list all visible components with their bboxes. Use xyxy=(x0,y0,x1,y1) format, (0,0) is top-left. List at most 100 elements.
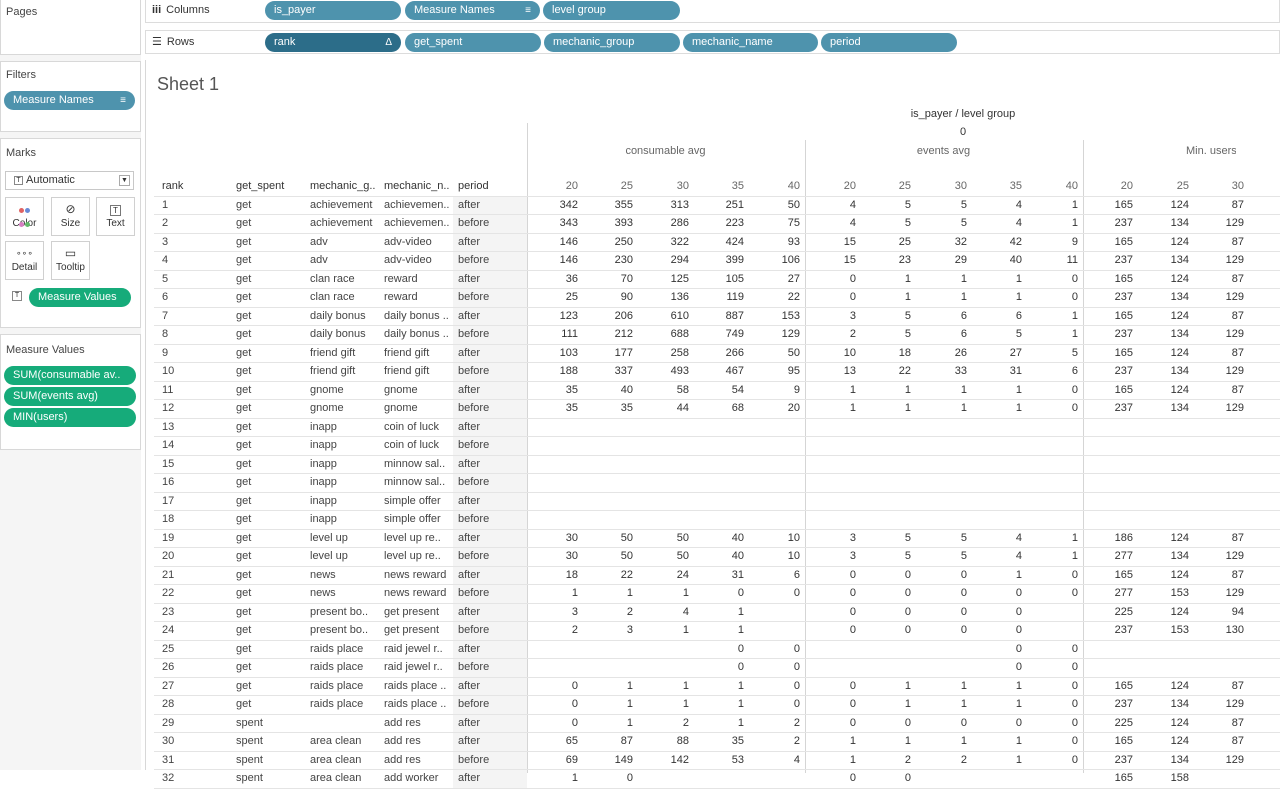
text-button[interactable]: T Text xyxy=(96,197,135,236)
row-header-rank[interactable]: rank xyxy=(162,180,184,192)
value-cell: 0 xyxy=(904,716,911,729)
row-divider xyxy=(154,343,1280,345)
table-row[interactable]: 6 get clan race reward before 25 90 136 119 22 0 1 1… xyxy=(146,288,1280,307)
table-row[interactable]: 2 get achievement achievemen.. before 343 393 2… xyxy=(146,214,1280,233)
table-row[interactable]: 28 get raids place raids place .. before 0 1 1 1… xyxy=(146,695,1280,714)
column-pill-level-group[interactable]: level group xyxy=(543,1,680,20)
table-row[interactable]: 13 get inapp coin of luck after xyxy=(146,418,1280,437)
row-header-period[interactable]: period xyxy=(458,180,489,192)
value-cell: 129 xyxy=(781,328,800,340)
value-cell: 2 xyxy=(793,716,800,729)
table-row[interactable]: 9 get friend gift friend gift after 103 177 258… xyxy=(146,344,1280,363)
period-cell: after xyxy=(458,346,481,359)
measure-pill-users[interactable]: MIN(users) xyxy=(4,408,136,427)
pane-divider xyxy=(1083,140,1084,773)
table-row[interactable]: 29 spent add res after 0 1 2 1 2 0 0 0 0 0 225 124 87 xyxy=(146,714,1280,733)
value-cell: 237 xyxy=(1114,365,1133,377)
value-cell: 88 xyxy=(676,735,689,747)
table-row[interactable]: 32 spent area clean add worker after 1 0 0 0 165 1… xyxy=(146,769,1280,788)
table-row[interactable]: 7 get daily bonus daily bonus .. after 123 206… xyxy=(146,307,1280,326)
table-row[interactable]: 20 get level up level up re.. before 30 50 50 40… xyxy=(146,547,1280,566)
table-row[interactable]: 14 get inapp coin of luck before xyxy=(146,436,1280,455)
value-cell: 124 xyxy=(1170,309,1189,322)
rank-cell: 3 xyxy=(162,235,169,248)
table-row[interactable]: 23 get present bo.. get present after 3 2 4 1 0 0 0… xyxy=(146,603,1280,622)
value-cell: 134 xyxy=(1170,254,1189,266)
value-cell: 6 xyxy=(793,568,800,581)
table-row[interactable]: 19 get level up level up re.. after 30 50 50 40 1… xyxy=(146,529,1280,548)
pages-card[interactable]: Pages xyxy=(0,0,141,55)
tooltip-button[interactable]: ▭ Tooltip xyxy=(51,241,90,280)
value-cell: 6 xyxy=(1015,309,1022,322)
period-cell: before xyxy=(458,365,490,377)
table-row[interactable]: 11 get gnome gnome after 35 40 58 54 9 1 1 1 1 0 165 124… xyxy=(146,381,1280,400)
rows-shelf[interactable]: ☰ Rows rank Δ get_spent mechanic_group me… xyxy=(145,30,1280,54)
measure-values-pill[interactable]: Measure Values xyxy=(29,288,131,307)
table-row[interactable]: 16 get inapp minnow sal.. before xyxy=(146,473,1280,492)
mechanic-group-cell: level up xyxy=(310,531,348,544)
value-cell: 90 xyxy=(620,291,633,303)
size-button[interactable]: ⊘ Size xyxy=(51,197,90,236)
row-pill-period[interactable]: period xyxy=(821,33,957,52)
table-row[interactable]: 27 get raids place raids place .. after 0 1 1 1 0… xyxy=(146,677,1280,696)
table-row[interactable]: 4 get adv adv-video before 146 230 294 399 106 15 2… xyxy=(146,251,1280,270)
get-spent-cell: get xyxy=(236,513,252,525)
row-header-mechanic-group[interactable]: mechanic_g.. xyxy=(310,180,376,192)
detail-button[interactable]: ∘∘∘ Detail xyxy=(5,241,44,280)
measure-pill-events[interactable]: SUM(events avg) xyxy=(4,387,136,406)
measure-pill-consumable[interactable]: SUM(consumable av.. xyxy=(4,366,136,385)
period-cell: before xyxy=(458,254,490,266)
mechanic-group-cell: news xyxy=(310,568,336,581)
worksheet-view[interactable]: Sheet 1 is_payer / level group 0 consuma… xyxy=(145,60,1280,789)
period-cell: after xyxy=(458,198,481,211)
table-row[interactable]: 21 get news news reward after 18 22 24 31 6 0 0 0 1 0 1… xyxy=(146,566,1280,585)
table-row[interactable]: 8 get daily bonus daily bonus .. before 111 21… xyxy=(146,325,1280,344)
filters-card[interactable]: Filters Measure Names ≡ xyxy=(0,61,141,132)
column-pill-measure-names[interactable]: Measure Names ≡ xyxy=(405,1,540,20)
value-cell: 2 xyxy=(626,605,633,618)
column-pill-is-payer[interactable]: is_payer xyxy=(265,1,401,20)
mechanic-group-cell: present bo.. xyxy=(310,605,369,618)
row-pill-mechanic-name[interactable]: mechanic_name xyxy=(683,33,818,52)
value-cell: 124 xyxy=(1170,679,1189,692)
table-row[interactable]: 25 get raids place raid jewel r.. after 0 0 0 0 xyxy=(146,640,1280,659)
value-cell: 30 xyxy=(565,550,578,562)
value-cell: 0 xyxy=(904,605,911,618)
table-row[interactable]: 18 get inapp simple offer before xyxy=(146,510,1280,529)
table-row[interactable]: 10 get friend gift friend gift before 188 337 4… xyxy=(146,362,1280,381)
row-divider xyxy=(154,750,1280,752)
table-row[interactable]: 5 get clan race reward after 36 70 125 105 27 0 1 1 1… xyxy=(146,270,1280,289)
color-button[interactable]: Color xyxy=(5,197,44,236)
table-row[interactable]: 1 get achievement achievemen.. after 342 355 31… xyxy=(146,196,1280,215)
table-row[interactable]: 30 spent area clean add res after 65 87 88 35 2 1 1… xyxy=(146,732,1280,751)
value-cell: 1 xyxy=(1015,679,1022,692)
mechanic-group-cell: inapp xyxy=(310,513,337,525)
row-pill-rank[interactable]: rank Δ xyxy=(265,33,401,52)
value-cell: 424 xyxy=(725,235,744,248)
table-row[interactable]: 26 get raids place raid jewel r.. before 0 0 0 0 xyxy=(146,658,1280,677)
value-cell: 18 xyxy=(898,346,911,359)
value-cell: 50 xyxy=(676,531,689,544)
table-row[interactable]: 3 get adv adv-video after 146 250 322 424 93 15 25 3… xyxy=(146,233,1280,252)
text-icon: T xyxy=(97,198,134,218)
table-row[interactable]: 22 get news news reward before 1 1 1 0 0 0 0 0 0 0 277 1… xyxy=(146,584,1280,603)
table-row[interactable]: 31 spent area clean add res before 69 149 142 53… xyxy=(146,751,1280,770)
value-cell: 5 xyxy=(1071,346,1078,359)
row-pill-mechanic-group[interactable]: mechanic_group xyxy=(544,33,680,52)
value-cell: 3 xyxy=(849,309,856,322)
row-pill-get-spent[interactable]: get_spent xyxy=(405,33,541,52)
table-row[interactable]: 17 get inapp simple offer after xyxy=(146,492,1280,511)
measure-values-title: Measure Values xyxy=(6,344,85,356)
rank-cell: 17 xyxy=(162,494,175,507)
value-cell: 1 xyxy=(849,753,856,766)
filter-pill-measure-names[interactable]: Measure Names ≡ xyxy=(4,91,135,110)
mechanic-group-cell: area clean xyxy=(310,772,362,784)
columns-shelf[interactable]: iii Columns is_payer Measure Names ≡ leve… xyxy=(145,0,1280,23)
table-row[interactable]: 24 get present bo.. get present before 2 3 1 1 0 0… xyxy=(146,621,1280,640)
row-header-get-spent[interactable]: get_spent xyxy=(236,180,285,192)
row-header-mechanic-name[interactable]: mechanic_n.. xyxy=(384,180,450,192)
table-row[interactable]: 15 get inapp minnow sal.. after xyxy=(146,455,1280,474)
table-row[interactable]: 12 get gnome gnome before 35 35 44 68 20 1 1 1 1 0 237 1… xyxy=(146,399,1280,418)
level-header: 30 xyxy=(1231,180,1244,192)
mark-type-dropdown[interactable]: T Automatic ▼ xyxy=(5,171,134,190)
